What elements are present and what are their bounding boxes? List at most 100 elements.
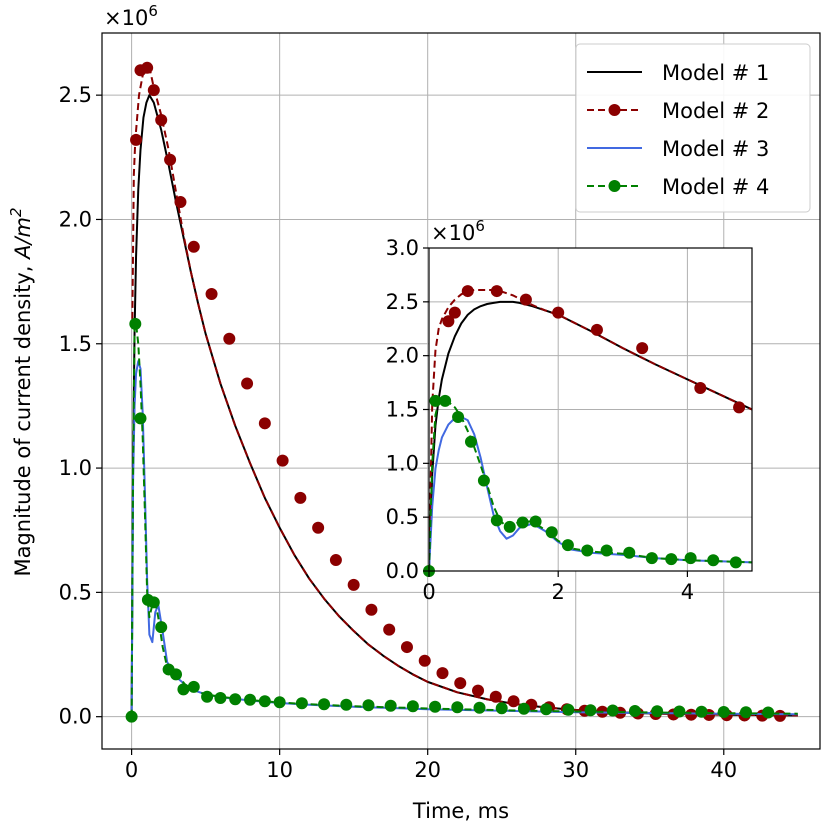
main-point-model-4 [129, 317, 142, 330]
legend: Model # 1 Model # 2 Model # 3 Model # 4 [575, 43, 811, 213]
main-point-model-2 [312, 521, 325, 534]
x-axis-label: Time, ms [412, 799, 509, 823]
main-point-model-2 [454, 677, 467, 690]
main-x-tick-label: 30 [562, 758, 589, 782]
inset-series-line-model-3 [429, 416, 752, 571]
inset-point-model-2 [552, 306, 565, 319]
main-point-model-4 [214, 692, 227, 705]
legend-label-model-3: Model # 3 [662, 137, 769, 161]
inset-point-model-4 [529, 515, 542, 528]
main-point-model-4 [258, 695, 271, 708]
main-point-model-4 [229, 693, 242, 706]
main-point-model-2 [365, 603, 378, 616]
main-point-model-4 [517, 702, 530, 715]
main-point-model-2 [130, 133, 143, 146]
main-point-model-2 [400, 641, 413, 654]
inset-ticks: 0 2 4 0.0 0.5 1.0 1.5 2.0 2.5 3.0 [386, 236, 694, 604]
inset-x-tick-label: 4 [681, 580, 694, 604]
inset-point-model-4 [503, 520, 516, 533]
inset-point-model-2 [519, 293, 532, 306]
legend-box [575, 43, 811, 213]
inset-point-model-4 [452, 411, 465, 424]
main-point-model-4 [473, 701, 486, 714]
main-point-model-4 [628, 704, 641, 717]
inset-y-tick-label: 2.5 [386, 290, 419, 314]
inset-point-model-2 [733, 401, 746, 414]
main-point-model-4 [673, 705, 686, 718]
main-point-model-2 [147, 84, 160, 97]
main-point-model-4 [155, 621, 168, 634]
main-point-model-4 [125, 710, 138, 723]
main-point-model-4 [651, 705, 664, 718]
inset-y-tick-label: 0.0 [386, 559, 419, 583]
inset-point-model-4 [439, 394, 452, 407]
main-x-tick-label: 0 [125, 758, 138, 782]
legend-marker-model-2 [608, 104, 621, 116]
main-point-model-4 [451, 701, 464, 714]
inset-point-model-2 [461, 285, 474, 298]
inset-point-model-4 [516, 516, 529, 529]
inset-point-model-2 [636, 342, 649, 355]
main-y-tick-label: 1.5 [59, 332, 92, 356]
main-point-model-2 [223, 332, 236, 345]
main-point-model-4 [717, 705, 730, 718]
y-axis-label: Magnitude of current density, A/m2 [7, 207, 35, 576]
inset-point-model-2 [442, 315, 455, 328]
main-point-model-4 [244, 693, 257, 706]
legend-entries: Model # 1 Model # 2 Model # 3 Model # 4 [587, 61, 769, 199]
inset-point-model-2 [694, 381, 707, 394]
inset-point-model-4 [581, 544, 594, 557]
main-axes: 0 10 20 30 400.00.51.01.52.02.5 ×106 Time, m… [7, 2, 821, 823]
main-point-model-2 [489, 690, 502, 703]
main-point-model-2 [174, 196, 187, 209]
inset-y-tick-label: 3.0 [386, 236, 419, 260]
main-point-model-2 [241, 377, 254, 390]
main-point-model-4 [147, 596, 160, 609]
main-y-tick-label: 1.0 [59, 456, 92, 480]
inset-point-model-4 [490, 514, 503, 527]
main-point-model-4 [495, 702, 508, 715]
main-point-model-4 [739, 706, 752, 719]
main-y-tick-label: 2.0 [59, 207, 92, 231]
inset-point-model-2 [590, 323, 603, 336]
main-x-tick-label: 40 [710, 758, 737, 782]
main-y-tick-label: 0.5 [59, 580, 92, 604]
inset-axes: 0 2 4 0.0 0.5 1.0 1.5 2.0 2.5 3.0 ×106 [386, 217, 753, 604]
inset-y-tick-label: 0.5 [386, 505, 419, 529]
main-point-model-4 [695, 705, 708, 718]
main-y-tick-label: 0.0 [59, 705, 92, 729]
main-point-model-2 [685, 708, 698, 721]
main-point-model-2 [155, 114, 168, 127]
inset-point-model-4 [600, 544, 613, 557]
inset-y-tick-label: 1.0 [386, 451, 419, 475]
main-y-tick-label: 2.5 [59, 83, 92, 107]
inset-y-tick-label: 1.5 [386, 398, 419, 422]
inset-y-tick-label: 2.0 [386, 344, 419, 368]
main-point-model-2 [436, 667, 449, 680]
main-point-model-4 [318, 698, 331, 711]
main-point-model-4 [406, 700, 419, 713]
inset-point-model-2 [490, 285, 503, 298]
main-point-model-4 [540, 703, 553, 716]
main-point-model-4 [429, 700, 442, 713]
main-point-model-4 [187, 680, 200, 693]
inset-point-model-4 [429, 394, 442, 407]
main-point-model-4 [762, 706, 775, 719]
main-point-model-4 [384, 699, 397, 712]
main-x-tick-label: 20 [414, 758, 441, 782]
main-point-model-4 [177, 683, 190, 696]
inset-y-multiplier: ×106 [431, 217, 485, 245]
main-point-model-2 [187, 240, 200, 253]
main-point-model-2 [418, 654, 431, 667]
main-point-model-4 [362, 699, 375, 712]
main-point-model-2 [472, 684, 485, 697]
main-point-model-2 [347, 578, 360, 591]
inset-x-tick-label: 0 [422, 580, 435, 604]
main-point-model-4 [562, 703, 575, 716]
main-point-model-4 [606, 704, 619, 717]
legend-label-model-1: Model # 1 [662, 61, 769, 85]
main-point-model-2 [383, 623, 396, 636]
main-point-model-2 [258, 417, 271, 430]
main-point-model-2 [294, 491, 307, 504]
main-plot-frame [101, 32, 821, 750]
